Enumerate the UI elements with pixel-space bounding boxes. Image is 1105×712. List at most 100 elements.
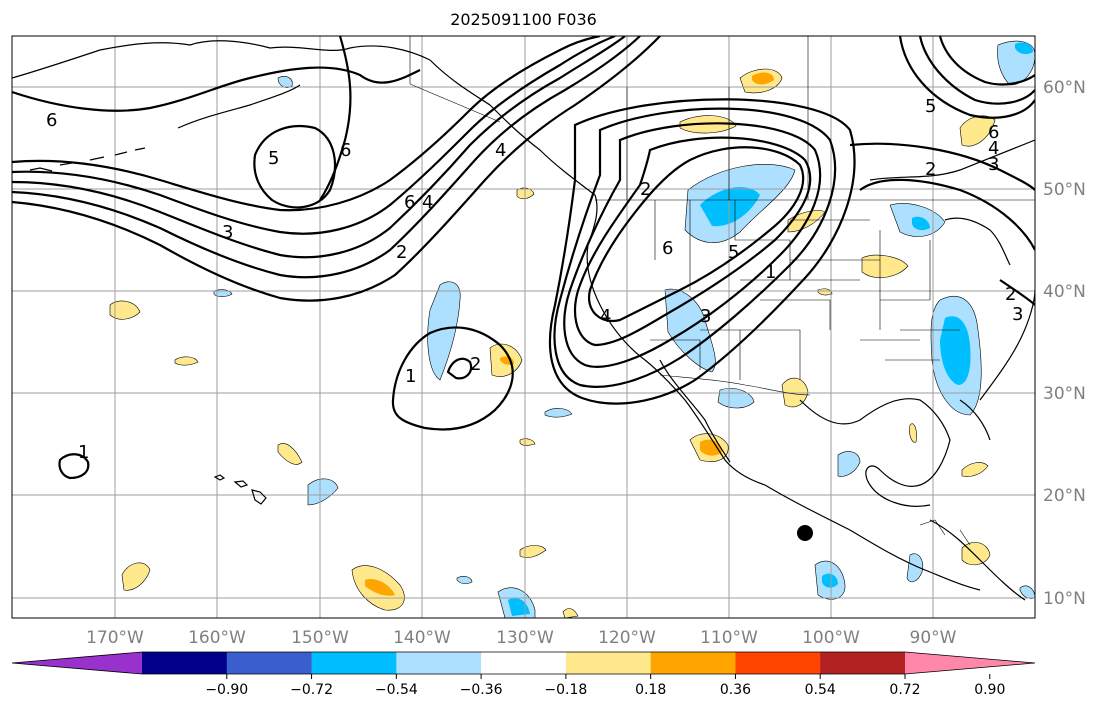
lon-label: 140°W: [393, 628, 451, 648]
colorbar-extend-max: [905, 652, 1035, 674]
colorbar: −0.90 −0.72 −0.54 −0.36 −0.18 0.18 0.36 0.54 0.7…: [11, 651, 1036, 698]
pos-area: [121, 562, 151, 591]
lat-label: 40°N: [1043, 282, 1086, 302]
colorbar-tick-label: 0.90: [974, 682, 1005, 698]
pos-area: [174, 356, 199, 366]
lon-label: 160°W: [188, 628, 246, 648]
contour-label: 3: [988, 154, 999, 175]
neg-area: [427, 281, 461, 381]
colorbar-tick-label: −0.18: [544, 682, 587, 698]
contour-label: 6: [662, 238, 673, 259]
pos-area: [909, 423, 917, 443]
colorbar-segment: [820, 652, 906, 674]
lon-label: 150°W: [291, 628, 349, 648]
contour-label: 2: [925, 159, 936, 180]
colorbar-tick-label: −0.54: [375, 682, 418, 698]
contour-label: 5: [728, 242, 739, 263]
contour-label: 1: [765, 262, 776, 283]
colorbar-segment: [565, 652, 652, 674]
pos-area: [277, 443, 303, 465]
neg-area-core: [1015, 42, 1033, 55]
lon-label: 120°W: [598, 628, 656, 648]
contour-label: 2: [396, 242, 407, 263]
pos-area: [961, 462, 989, 477]
lat-label: 50°N: [1043, 180, 1086, 200]
lon-label: 170°W: [86, 628, 144, 648]
lat-label: 10°N: [1043, 589, 1086, 609]
pos-area: [562, 608, 579, 618]
neg-area: [277, 76, 293, 88]
neg-area: [307, 478, 339, 506]
colorbar-tick-label: 0.18: [635, 682, 666, 698]
lat-label: 20°N: [1043, 486, 1086, 506]
contour-label: 4: [988, 138, 999, 159]
pos-area: [817, 288, 833, 296]
lat-label: 30°N: [1043, 384, 1086, 404]
colorbar-segment: [311, 652, 397, 674]
colorbar-segment: [142, 652, 228, 674]
contour-label: 1: [78, 442, 89, 463]
contours: [12, 36, 1035, 480]
contour-label: 4: [422, 192, 433, 213]
coastlines: [12, 40, 1035, 601]
pos-area: [519, 438, 536, 446]
contour-label: 6: [404, 192, 415, 213]
contour-label: 2: [1005, 284, 1016, 305]
lon-label: 130°W: [496, 628, 554, 648]
neg-area: [837, 451, 861, 477]
contour-label: 2: [470, 354, 481, 375]
colorbar-tick-label: 0.54: [805, 682, 836, 698]
gridlines: [12, 36, 1035, 618]
pos-area: [861, 254, 909, 278]
neg-area-core: [822, 573, 838, 588]
lon-label: 110°W: [700, 628, 758, 648]
neg-area-core: [912, 216, 930, 231]
contour-label: 4: [600, 306, 611, 327]
map-title: 2025091100 F036: [450, 10, 597, 29]
longitude-labels: 170°W 160°W 150°W 140°W 130°W 120°W 110°…: [86, 628, 957, 648]
contour-label: 6: [340, 140, 351, 161]
contour-label: 3: [222, 222, 233, 243]
colorbar-tick-label: −0.90: [205, 682, 248, 698]
contour-label: 5: [268, 148, 279, 169]
neg-area: [717, 388, 755, 409]
colorbar-tick-label: −0.36: [460, 682, 503, 698]
neg-area: [664, 288, 716, 373]
colorbar-segment: [481, 652, 567, 674]
contour-label: 4: [495, 140, 506, 161]
pos-area: [961, 542, 991, 566]
map-frame: [11, 35, 1036, 619]
pos-area-core: [365, 578, 395, 596]
pos-area: [959, 115, 996, 147]
colorbar-segment: [226, 652, 313, 674]
shaded-fields: [109, 40, 1035, 618]
contour-label: 1: [405, 366, 416, 387]
colorbar-segment: [650, 652, 736, 674]
neg-area: [456, 576, 473, 585]
contour-label: 3: [1012, 304, 1023, 325]
neg-area-core: [940, 316, 971, 385]
colorbar-segment: [396, 652, 482, 674]
colorbar-extend-min: [12, 652, 142, 674]
contour-label: 2: [640, 179, 651, 200]
colorbar-outline: [11, 651, 1036, 675]
latitude-labels: 60°N 50°N 40°N 30°N 20°N 10°N: [1043, 78, 1086, 609]
contour-label: 6: [46, 110, 57, 131]
lon-label: 90°W: [910, 628, 957, 648]
pos-area-core: [700, 439, 722, 456]
colorbar-tick-label: −0.72: [290, 682, 333, 698]
pos-area: [519, 545, 547, 558]
colorbar-tick-label: 0.72: [889, 682, 920, 698]
contour-label: 5: [925, 96, 936, 117]
lon-label: 100°W: [802, 628, 860, 648]
contour-labels: 6 5 6 6 4 3 2 2 6 5 4 3 2 1 6 4 3 2 1 5 …: [46, 96, 1023, 463]
location-marker: [797, 525, 813, 541]
neg-area: [906, 553, 923, 583]
colorbar-tick-label: 0.36: [720, 682, 751, 698]
colorbar-segment: [735, 652, 821, 674]
contour-label: 6: [988, 122, 999, 143]
neg-area-core: [700, 187, 760, 227]
neg-area: [1019, 585, 1035, 599]
pos-area-core: [752, 72, 774, 85]
